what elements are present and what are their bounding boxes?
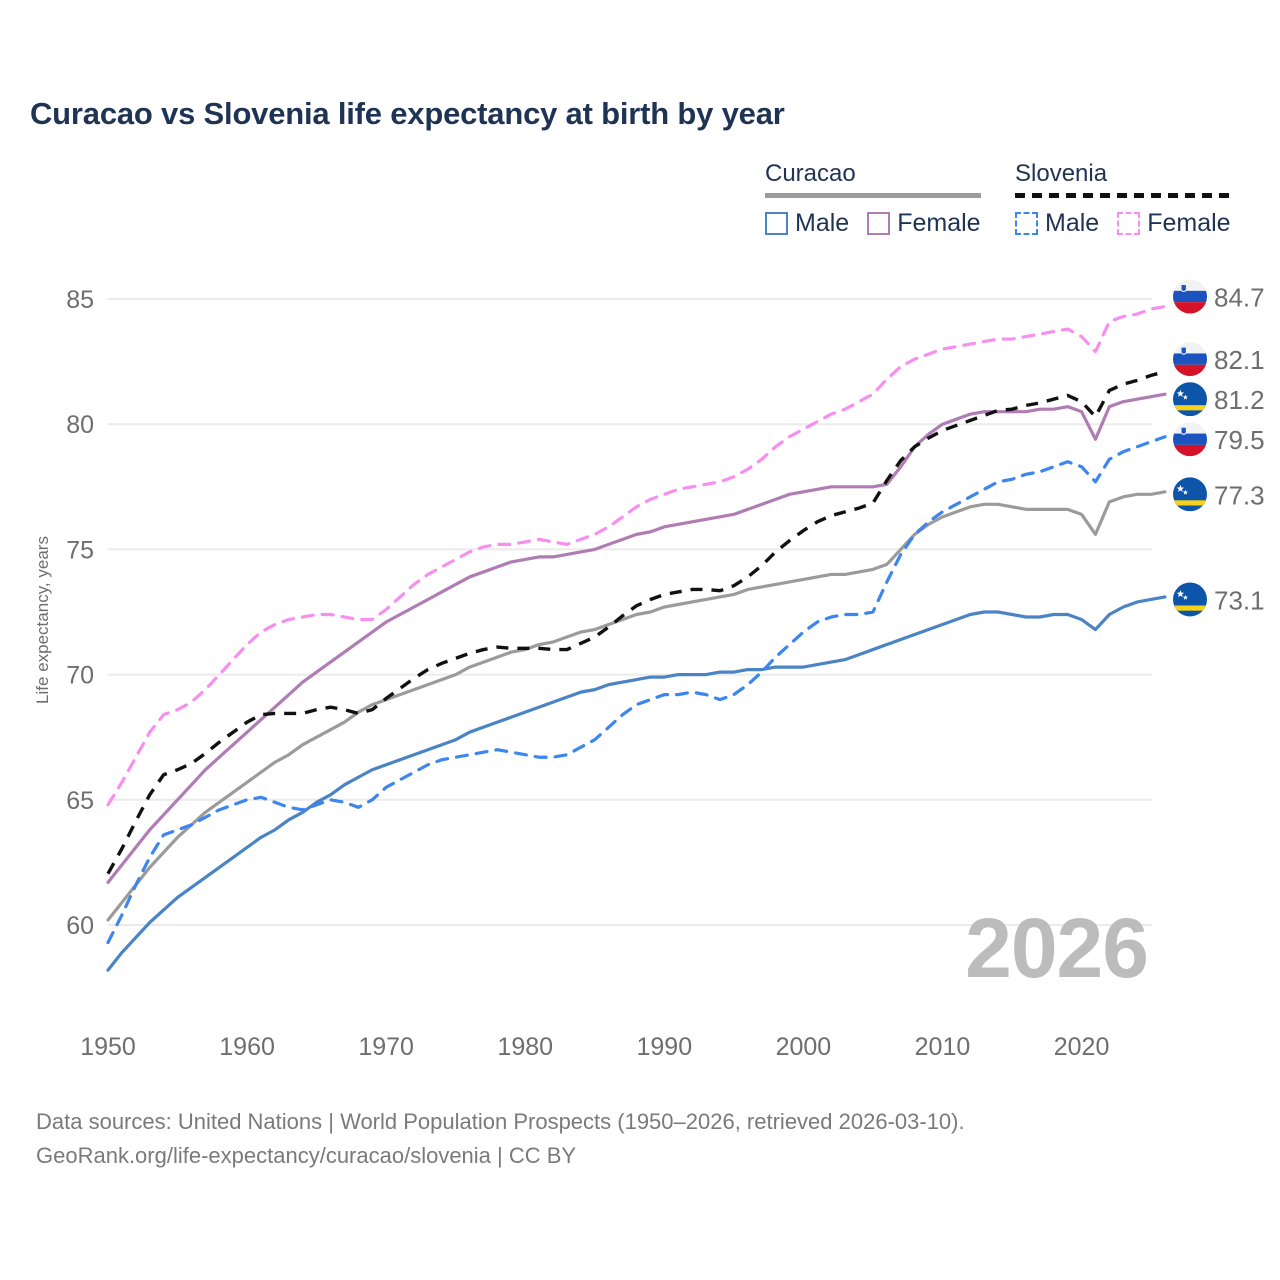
y-tick-label: 60: [66, 912, 94, 940]
y-tick-label: 80: [66, 411, 94, 439]
y-tick-label: 85: [66, 286, 94, 314]
footer: Data sources: United Nations | World Pop…: [36, 1105, 1246, 1173]
series-line-curacao-both: [106, 490, 1167, 922]
y-tick-label: 65: [66, 787, 94, 815]
end-value-label: 82.1: [1214, 345, 1265, 375]
slovenia-flag-icon: [1173, 422, 1207, 457]
x-tick-label: 1990: [637, 1033, 693, 1061]
x-tick-label: 1980: [497, 1033, 553, 1061]
end-value-label: 79.5: [1214, 425, 1265, 455]
x-tick-label: 1970: [358, 1033, 414, 1061]
footer-line-sources: Data sources: United Nations | World Pop…: [36, 1109, 965, 1134]
x-tick-label: 1950: [80, 1033, 136, 1061]
end-label-81-2: 81.2: [1173, 382, 1265, 417]
y-axis-ticks: 60 65 70 75 80 85: [66, 286, 94, 940]
series-end-labels: 84.7 82.1 81.2 79.5 77.3 73.1: [1173, 279, 1265, 617]
legend-item-curacao-female[interactable]: Female: [867, 209, 981, 238]
page-title: Curacao vs Slovenia life expectancy at b…: [30, 96, 785, 131]
legend-group-rule-dashed: [1015, 193, 1231, 198]
end-label-77-3: 77.3: [1173, 477, 1265, 512]
slovenia-flag-icon: [1173, 279, 1207, 314]
legend-item-slovenia-female[interactable]: Female: [1117, 209, 1231, 238]
end-label-79-5: 79.5: [1173, 422, 1265, 457]
curacao-flag-icon: [1173, 477, 1207, 512]
slovenia-flag-icon: [1173, 342, 1207, 377]
legend-item-label: Male: [795, 209, 850, 237]
end-value-label: 77.3: [1214, 480, 1265, 510]
curacao-flag-icon: [1173, 382, 1207, 417]
series-line-slovenia-male: [106, 435, 1167, 945]
end-value-label: 81.2: [1214, 385, 1265, 415]
series-lines: [106, 304, 1167, 972]
legend-item-label: Female: [897, 209, 981, 237]
y-tick-label: 75: [66, 536, 94, 564]
end-value-label: 84.7: [1214, 282, 1265, 312]
gridlines: [108, 298, 1152, 926]
end-label-82-1: 82.1: [1173, 342, 1265, 377]
legend-group-curacao: Curacao Male Female: [765, 160, 981, 238]
end-value-label: 73.1: [1214, 585, 1265, 615]
x-tick-label: 1960: [219, 1033, 275, 1061]
end-label-73-1: 73.1: [1173, 582, 1265, 617]
x-tick-label: 2020: [1054, 1033, 1110, 1061]
legend-swatch-icon: [867, 212, 891, 235]
series-line-curacao-female: [106, 392, 1167, 885]
legend-group-title: Curacao: [765, 160, 856, 187]
legend-swatch-icon: [1117, 212, 1141, 235]
legend-item-label: Female: [1147, 209, 1231, 237]
x-tick-label: 2000: [776, 1033, 832, 1061]
legend-swatch-icon: [1015, 212, 1038, 235]
legend-group-title: Slovenia: [1015, 160, 1108, 187]
x-axis-ticks: 1950 1960 1970 1980 1990 2000 2010 2020: [80, 1033, 1109, 1061]
x-tick-label: 2010: [915, 1033, 971, 1061]
series-line-curacao-male: [106, 595, 1167, 972]
legend-group-rule-solid: [765, 193, 981, 198]
end-label-84-7: 84.7: [1173, 279, 1265, 314]
legend-group-slovenia: Slovenia Male Female: [1015, 160, 1231, 238]
series-line-slovenia-both: [106, 369, 1166, 875]
y-axis-label: Life expectancy, years: [33, 536, 52, 704]
legend-item-slovenia-male[interactable]: Male: [1015, 209, 1099, 238]
chart-legend: Curacao Male Female Slovenia Male: [760, 160, 1260, 240]
legend-item-curacao-male[interactable]: Male: [765, 209, 849, 238]
series-line-slovenia-female: [106, 304, 1167, 807]
footer-line-url[interactable]: GeoRank.org/life-expectancy/curacao/slov…: [36, 1143, 577, 1169]
legend-swatch-icon: [765, 212, 788, 235]
curacao-flag-icon: [1173, 582, 1207, 617]
y-tick-label: 70: [66, 662, 94, 690]
legend-item-label: Male: [1045, 209, 1100, 237]
year-watermark: 2026: [965, 901, 1149, 995]
